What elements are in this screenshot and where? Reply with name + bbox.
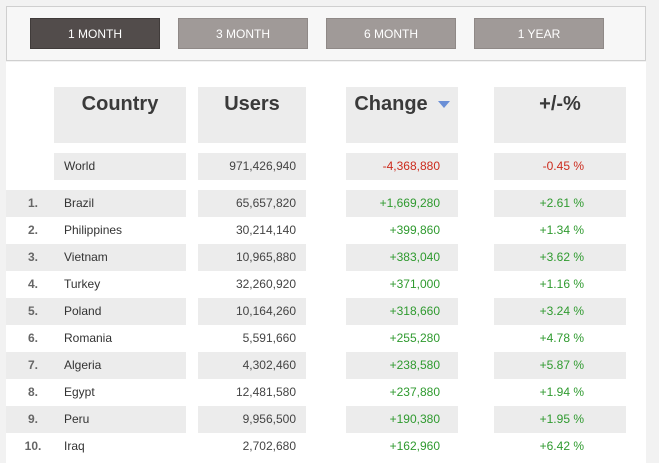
sort-descending-icon[interactable]: [437, 101, 450, 109]
row-rank: 2.: [6, 217, 54, 244]
row-rank: 5.: [6, 298, 54, 325]
row-change: +383,040: [346, 244, 458, 271]
row-pct: +4.78 %: [494, 325, 626, 352]
row-rank: 7.: [6, 352, 54, 379]
row-change: +371,000: [346, 271, 458, 298]
row-users: 30,214,140: [198, 217, 306, 244]
tab-6-month[interactable]: 6 MONTH: [326, 18, 456, 49]
row-change: +237,880: [346, 379, 458, 406]
row-rank: 4.: [6, 271, 54, 298]
row-country: Philippines: [54, 217, 186, 244]
column-header-users[interactable]: Users: [198, 87, 306, 143]
row-change: +238,580: [346, 352, 458, 379]
row-users: 5,591,660: [198, 325, 306, 352]
row-pct: +3.24 %: [494, 298, 626, 325]
row-country: Poland: [54, 298, 186, 325]
header-label: Change: [354, 93, 428, 115]
row-pct: +2.61 %: [494, 190, 626, 217]
row-pct: +1.16 %: [494, 271, 626, 298]
column-header-change[interactable]: Change: [346, 87, 458, 143]
row-pct: +3.62 %: [494, 244, 626, 271]
row-change: +162,960: [346, 433, 458, 460]
row-rank: 3.: [6, 244, 54, 271]
row-country: Iraq: [54, 433, 186, 460]
row-country: Peru: [54, 406, 186, 433]
row-change: +1,669,280: [346, 190, 458, 217]
row-pct: +6.42 %: [494, 433, 626, 460]
row-users: 9,956,500: [198, 406, 306, 433]
world-percent: -0.45 %: [494, 153, 626, 180]
row-country: Algeria: [54, 352, 186, 379]
row-rank: 1.: [6, 190, 54, 217]
row-country: Vietnam: [54, 244, 186, 271]
row-users: 2,702,680: [198, 433, 306, 460]
world-users: 971,426,940: [198, 153, 306, 180]
header-label: Users: [224, 93, 280, 115]
header-label: Country: [81, 93, 159, 115]
row-users: 10,164,260: [198, 298, 306, 325]
row-users: 65,657,820: [198, 190, 306, 217]
row-rank: 6.: [6, 325, 54, 352]
row-pct: +5.87 %: [494, 352, 626, 379]
row-rank: 9.: [6, 406, 54, 433]
column-header-country[interactable]: Country: [54, 87, 186, 143]
world-country: World: [54, 153, 186, 180]
row-users: 10,965,880: [198, 244, 306, 271]
row-change: +318,660: [346, 298, 458, 325]
row-country: Brazil: [54, 190, 186, 217]
row-users: 32,260,920: [198, 271, 306, 298]
row-change: +399,860: [346, 217, 458, 244]
row-rank: 10.: [6, 433, 54, 460]
row-rank: 8.: [6, 379, 54, 406]
header-label: +/-%: [539, 93, 581, 115]
tab-3-month[interactable]: 3 MONTH: [178, 18, 308, 49]
tab-1-year[interactable]: 1 YEAR: [474, 18, 604, 49]
row-country: Turkey: [54, 271, 186, 298]
column-header-percent[interactable]: +/-%: [494, 87, 626, 143]
row-pct: +1.34 %: [494, 217, 626, 244]
row-country: Egypt: [54, 379, 186, 406]
row-users: 12,481,580: [198, 379, 306, 406]
world-change: -4,368,880: [346, 153, 458, 180]
row-change: +190,380: [346, 406, 458, 433]
row-pct: +1.95 %: [494, 406, 626, 433]
row-pct: +1.94 %: [494, 379, 626, 406]
row-country: Romania: [54, 325, 186, 352]
row-users: 4,302,460: [198, 352, 306, 379]
row-change: +255,280: [346, 325, 458, 352]
tab-1-month[interactable]: 1 MONTH: [30, 18, 160, 49]
